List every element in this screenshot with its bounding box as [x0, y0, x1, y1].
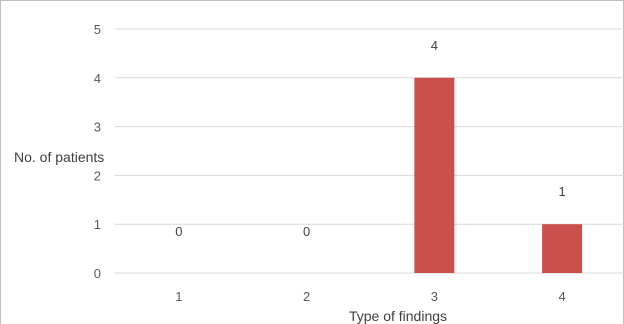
x-tick-label-1: 2: [303, 289, 310, 304]
data-labels: 0 0 4 1: [175, 38, 565, 239]
bar-3: [414, 77, 455, 273]
bar-4: [542, 224, 583, 273]
x-axis-ticks: 1 2 3 4: [175, 289, 565, 304]
x-tick-label-0: 1: [175, 289, 182, 304]
x-tick-label-3: 4: [559, 289, 566, 304]
bars: [414, 77, 583, 273]
y-tick-label-4: 4: [94, 71, 101, 86]
grid-lines: [115, 28, 624, 274]
y-tick-label-0: 0: [94, 266, 101, 281]
x-axis-label: Type of findings: [349, 308, 447, 324]
data-label-3: 4: [431, 38, 438, 53]
data-label-2: 0: [303, 224, 310, 239]
y-tick-label-1: 1: [94, 217, 101, 232]
x-tick-label-2: 3: [431, 289, 438, 304]
y-tick-label-2: 2: [94, 168, 101, 183]
y-axis-label: No. of patients: [14, 149, 104, 165]
y-tick-label-5: 5: [94, 22, 101, 37]
data-label-4: 1: [559, 184, 566, 199]
y-axis-ticks: 0 1 2 3 4 5: [94, 22, 101, 281]
y-tick-label-3: 3: [94, 120, 101, 135]
data-label-1: 0: [175, 224, 182, 239]
